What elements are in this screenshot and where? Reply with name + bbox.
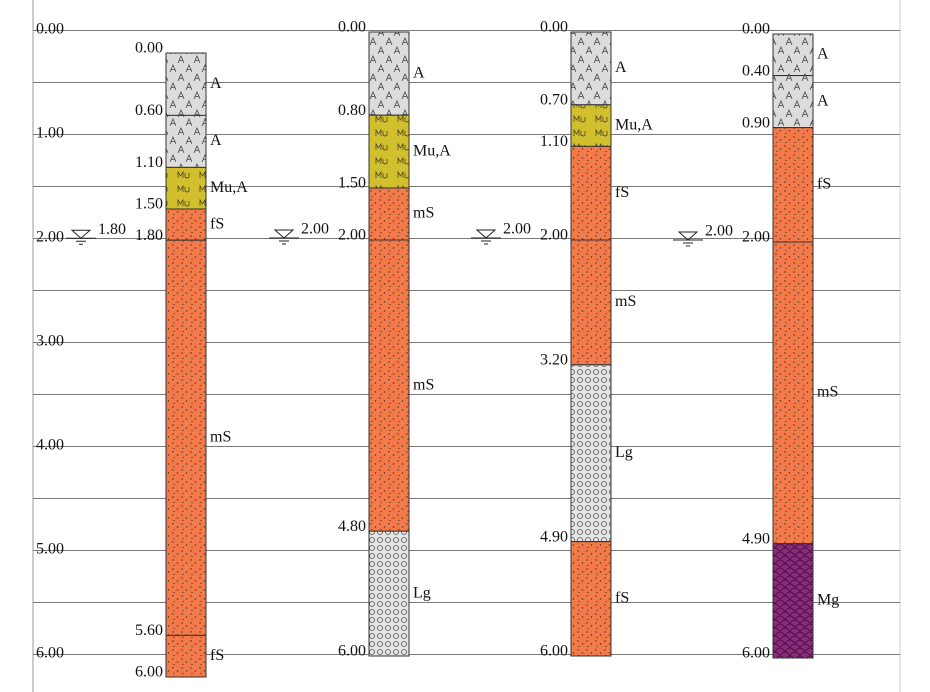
soil-layer — [368, 114, 410, 189]
soil-layer — [368, 239, 410, 532]
depth-label: 0.60 — [135, 102, 163, 119]
depth-label: 6.00 — [540, 643, 568, 660]
depth-label: 6.00 — [135, 664, 163, 681]
layer-label: Mu,A — [413, 142, 451, 159]
soil-layer — [570, 541, 612, 657]
layer-label: fS — [210, 647, 224, 664]
depth-label: 4.90 — [540, 528, 568, 545]
soil-layer — [165, 208, 207, 241]
depth-axis-label: 2.00 — [36, 229, 64, 246]
depth-label: 4.90 — [742, 530, 770, 547]
depth-label: 2.00 — [338, 227, 366, 244]
depth-axis-label: 6.00 — [36, 645, 64, 662]
layer-label: A — [210, 132, 222, 149]
water-level-symbol — [471, 229, 501, 245]
depth-label: 0.40 — [742, 62, 770, 79]
layer-label: Mg — [817, 591, 839, 608]
depth-label: 0.80 — [338, 102, 366, 119]
soil-layer — [165, 52, 207, 116]
depth-label: 0.00 — [338, 19, 366, 36]
depth-label: 0.00 — [742, 21, 770, 38]
depth-axis-label: 1.00 — [36, 125, 64, 142]
borehole: A Mu,A fS mS Lg fS 0.00 0.70 1.10 2.00 3.20 4.90 6.0… — [471, 19, 653, 660]
layer-label: Lg — [413, 584, 431, 601]
depth-label: 4.80 — [338, 518, 366, 535]
layer-label: fS — [615, 184, 629, 201]
water-level-symbol — [66, 229, 96, 245]
soil-layer — [772, 75, 814, 129]
layer-label: fS — [817, 175, 831, 192]
soil-layer — [165, 114, 207, 168]
depth-label: 5.60 — [135, 622, 163, 639]
water-level-symbol — [673, 231, 703, 247]
layer-label: mS — [210, 428, 231, 445]
layer-label: mS — [615, 293, 636, 310]
borehole: A Mu,A mS mS Lg 0.00 0.80 1.50 2.00 4.80 6.00 2.00 — [269, 19, 451, 660]
soil-layer — [165, 634, 207, 678]
soil-layer — [570, 104, 612, 147]
soil-layer — [368, 187, 410, 241]
water-level-symbol — [269, 229, 299, 245]
depth-label: 2.00 — [742, 229, 770, 246]
depth-label: 0.90 — [742, 114, 770, 131]
soil-layer — [570, 31, 612, 106]
borehole: A A Mu,A fS mS fS 0.00 0.60 1.10 1.50 1.80 5.60 6.00… — [66, 40, 248, 681]
soil-layer — [368, 530, 410, 657]
layer-label: Lg — [615, 444, 633, 461]
layer-label: A — [413, 64, 425, 81]
water-level-label: 2.00 — [705, 223, 733, 240]
depth-axis-label: 5.00 — [36, 541, 64, 558]
layer-label: A — [817, 45, 829, 62]
soil-layer — [772, 543, 814, 659]
water-level-label: 1.80 — [98, 221, 126, 238]
layer-label: fS — [615, 589, 629, 606]
depth-label: 1.50 — [135, 196, 163, 213]
soil-layer — [368, 31, 410, 116]
layer-label: A — [817, 92, 829, 109]
depth-label: 1.10 — [135, 154, 163, 171]
depth-label: 0.00 — [135, 40, 163, 57]
depth-label: 0.70 — [540, 91, 568, 108]
soil-layer — [165, 166, 207, 210]
depth-label: 6.00 — [338, 643, 366, 660]
soil-layer — [570, 364, 612, 543]
layer-label: mS — [413, 205, 434, 222]
depth-label: 1.80 — [135, 227, 163, 244]
soil-layer — [772, 127, 814, 243]
borehole: A AfS mS Mg 0.00 0.40 0.90 2.00 4.90 6.00 2.00 — [673, 21, 839, 662]
water-level-label: 2.00 — [301, 221, 329, 238]
layer-label: Mu,A — [210, 179, 248, 196]
layer-label: mS — [413, 376, 434, 393]
soil-layer — [165, 239, 207, 636]
depth-axis-label: 4.00 — [36, 437, 64, 454]
soil-layer — [772, 33, 814, 77]
water-level-label: 2.00 — [503, 221, 531, 238]
depth-label: 1.50 — [338, 175, 366, 192]
depth-label: 0.00 — [540, 19, 568, 36]
soil-layer — [570, 145, 612, 241]
layer-label: mS — [817, 383, 838, 400]
layer-label: Mu,A — [615, 116, 653, 133]
content: 0.00 1.00 2.00 3.00 4.00 5.00 6.00 A A Mu,A fS mS fS… — [36, 19, 839, 681]
layer-label: A — [210, 75, 222, 92]
layer-label: fS — [210, 215, 224, 232]
soil-layer — [570, 239, 612, 366]
layer-label: A — [615, 59, 627, 76]
depth-label: 1.10 — [540, 133, 568, 150]
soil-layer — [772, 241, 814, 545]
depth-label: 2.00 — [540, 227, 568, 244]
depth-label: 6.00 — [742, 645, 770, 662]
depth-axis-label: 0.00 — [36, 21, 64, 38]
depth-axis-label: 3.00 — [36, 333, 64, 350]
depth-label: 3.20 — [540, 351, 568, 368]
